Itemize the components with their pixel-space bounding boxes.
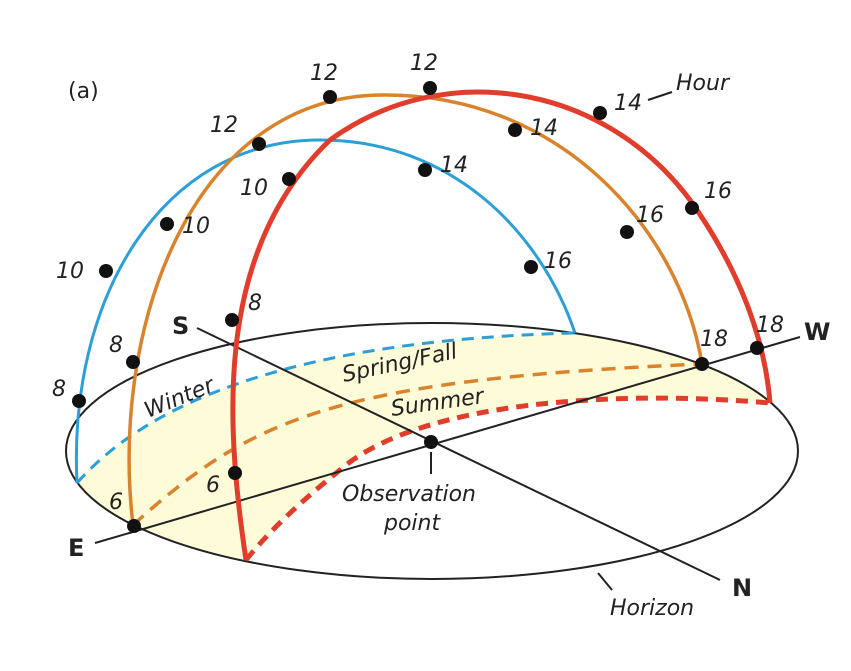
- spring-fall-below-horizon: [131, 362, 703, 527]
- summer-dot-18: [750, 341, 764, 355]
- summer-hour-16: 16: [704, 179, 732, 204]
- spring-hour-10: 10: [182, 214, 210, 239]
- spring-fall-sun-path: [127, 93, 704, 526]
- spring-hour-16: 16: [636, 203, 664, 228]
- spring-hour-12: 12: [310, 61, 338, 86]
- winter-dot-10: [99, 264, 113, 278]
- summer-hour-8: 8: [248, 291, 262, 316]
- summer-dot-6: [228, 466, 242, 480]
- summer-hour-6: 6: [206, 473, 220, 498]
- summer-dot-14: [593, 106, 607, 120]
- hour-leader: [647, 91, 673, 101]
- summer-hour-10: 10: [240, 176, 268, 201]
- winter-below-horizon: [75, 331, 576, 484]
- observation-label-line1: Observation: [342, 482, 476, 507]
- north-label: N: [732, 574, 752, 602]
- winter-hour-10: 10: [56, 259, 84, 284]
- winter-hour-16: 16: [544, 249, 572, 274]
- spring-dot-6: [127, 519, 141, 533]
- hour-dots: [72, 81, 764, 533]
- hour-label: Hour: [676, 71, 731, 96]
- daytime-region: [77, 333, 770, 560]
- spring-dot-14: [508, 123, 522, 137]
- summer-hour-12: 12: [410, 51, 438, 76]
- spring-dot-12: [323, 90, 337, 104]
- summer-below-horizon: [244, 395, 771, 562]
- observation-label-line2: point: [383, 511, 441, 536]
- horizon-leader: [597, 572, 613, 591]
- winter-hour-12: 12: [210, 113, 238, 138]
- spring-dot-10: [160, 217, 174, 231]
- winter-sun-path: [74, 138, 577, 484]
- summer-hour-18: 18: [756, 313, 784, 338]
- spring-dot-16: [620, 225, 634, 239]
- spring-hour-8: 8: [109, 333, 123, 358]
- summer-hour-14: 14: [614, 91, 642, 116]
- horizon-label: Horizon: [610, 596, 694, 621]
- observation-point-dot: [424, 435, 438, 449]
- east-label: E: [68, 534, 84, 562]
- east-west-line: [94, 336, 801, 544]
- south-label: S: [172, 312, 189, 340]
- winter-dot-14: [418, 163, 432, 177]
- summer-dot-10: [282, 172, 296, 186]
- summer-dot-12: [423, 81, 437, 95]
- west-label: W: [804, 318, 830, 346]
- winter-dot-8: [72, 394, 86, 408]
- summer-sun-path: [230, 89, 773, 561]
- summer-dot-8: [225, 313, 239, 327]
- spring-dot-8: [126, 355, 140, 369]
- spring-dot-18: [695, 357, 709, 371]
- winter-hour-14: 14: [440, 153, 468, 178]
- winter-hour-8: 8: [52, 377, 66, 402]
- spring-hour-6: 6: [109, 490, 123, 515]
- summer-dot-16: [685, 201, 699, 215]
- horizon-ellipse: [65, 322, 799, 580]
- winter-dot-16: [524, 260, 538, 274]
- spring-hour-18: 18: [700, 327, 728, 352]
- panel-label: (a): [68, 79, 99, 104]
- south-north-line: [196, 327, 721, 581]
- winter-dot-12: [252, 137, 266, 151]
- spring-hour-14: 14: [530, 116, 558, 141]
